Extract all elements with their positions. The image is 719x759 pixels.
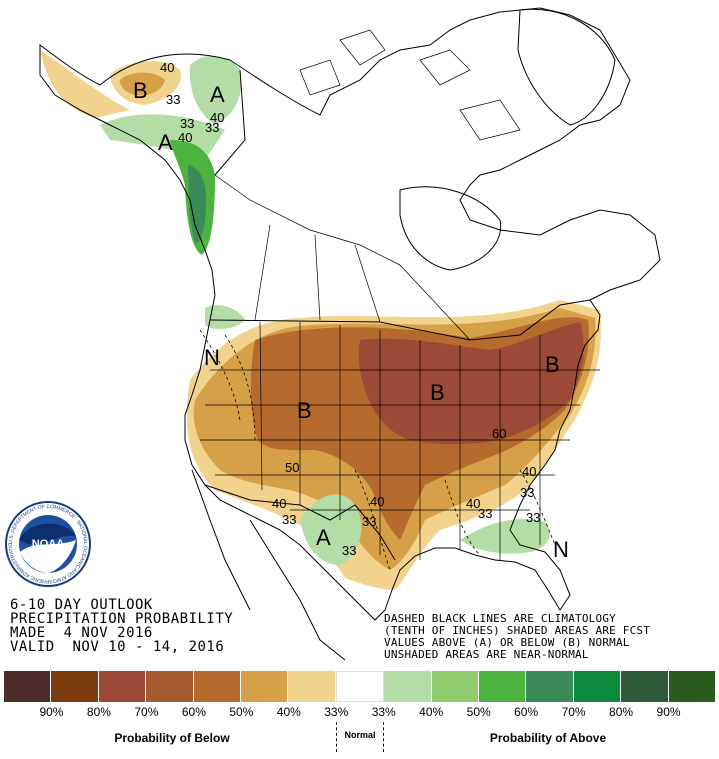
legend-swatch [431,671,480,702]
contour-label: 33 [205,120,219,135]
region-label-above: A [316,525,331,550]
legend-tick-label: 33% [324,705,349,719]
contour-label: 33 [526,510,540,525]
legend-divider [383,722,384,752]
contour-label: 33 [166,92,180,107]
contour-label: 33 [520,485,534,500]
outlook-title-block: 6-10 DAY OUTLOOK PRECIPITATION PROBABILI… [10,598,233,654]
made-date: MADE 4 NOV 2016 [10,625,153,641]
conus-below-60 [358,322,584,445]
alaska-above-north [189,55,242,126]
mexico-coast [249,519,346,661]
legend-tick-label: 40% [419,705,444,719]
contour-label: 33 [342,543,356,558]
note-line: VALUES ABOVE (A) OR BELOW (B) NORMAL [384,636,630,649]
contour-label: 40 [522,464,536,479]
canada-us-border [209,299,591,341]
legend-tick-label: 90% [656,705,681,719]
legend-swatch [479,671,527,702]
legend-swatch [288,671,336,702]
region-label-below: B [133,78,148,103]
note-line: (TENTH OF INCHES) SHADED AREAS ARE FCST [384,624,651,637]
legend-ticks: 90% 80% 70% 60% 50% 40% 33% 33% 40% 50% 60% 70% 80% 9… [0,705,719,721]
legend-tick-label: 60% [181,705,206,719]
legend-swatch [621,671,669,702]
alaska-below-core2 [120,72,165,96]
se-above [460,519,550,554]
alaska-canada-border [214,69,246,176]
legend-swatch [384,671,432,702]
note-line: DASHED BLACK LINES ARE CLIMATOLOGY [384,612,616,625]
map-notes: DASHED BLACK LINES ARE CLIMATOLOGY (TENT… [384,613,650,661]
legend-normal-label: Normal [344,730,376,740]
pnw-above [205,305,245,330]
region-label-normal: N [204,345,220,370]
outlook-subtitle: PRECIPITATION PROBABILITY [10,611,234,627]
contour-label: 40 [370,494,384,509]
legend-tick-label: 60% [514,705,539,719]
probability-legend [4,671,717,703]
valid-dates: VALID NOV 10 - 14, 2016 [10,639,225,655]
baja-coast [191,469,251,611]
legend-tick-label: 80% [86,705,111,719]
region-label-below: B [430,380,445,405]
texas-above [300,494,362,565]
legend-tick-label: 33% [371,705,396,719]
contour-label: 40 [178,130,192,145]
legend-swatch [241,671,289,702]
alaska-below-area [40,50,130,118]
legend-below-label: Probability of Below [114,731,230,745]
legend-swatch [573,671,622,702]
legend-tick-label: 50% [229,705,254,719]
region-label-below: B [545,352,560,377]
legend-tick-label: 40% [276,705,301,719]
legend-tick-label: 70% [561,705,586,719]
contour-label: 40 [466,496,480,511]
contour-label: 50 [285,460,299,475]
outlook-title: 6-10 DAY OUTLOOK [10,597,153,613]
greenland [517,8,616,126]
legend-swatch [668,671,717,702]
contour-label: 33 [180,116,194,131]
contour-label: 40 [272,496,286,511]
legend-tick-label: 50% [466,705,491,719]
legend-swatch [335,671,385,702]
region-label-below: B [297,398,312,423]
legend-swatch [193,671,242,702]
contour-label: 33 [478,506,492,521]
province-lines [214,174,471,341]
legend-tick-label: 80% [609,705,634,719]
arctic-islands [299,29,521,141]
alaska-panhandle-core [188,165,206,244]
legend-swatch [98,671,147,702]
legend-tick-label: 90% [39,705,64,719]
region-label-above: A [158,130,173,155]
legend-swatch [526,671,574,702]
contour-label: 40 [160,60,174,75]
noaa-logo-text: NOAA [32,538,64,550]
contour-label: 33 [362,514,376,529]
legend-swatch [146,671,194,702]
noaa-logo: NOAA U.S. DEPARTMENT OF COMMERCE · NATIO… [4,500,91,587]
legend-swatch [51,671,99,702]
legend-above-label: Probability of Above [489,731,607,745]
contour-label: 40 [210,110,224,125]
legend-divider [336,722,337,752]
hudson-bay [399,186,502,271]
note-line: UNSHADED AREAS ARE NEAR-NORMAL [384,648,589,661]
contour-label: 60 [492,426,506,441]
legend-tick-label: 70% [134,705,159,719]
contour-label: 33 [282,512,296,527]
north-america-coast [39,7,661,621]
precipitation-outlook-map: 40 33 33 40 33 40 50 40 33 40 33 33 60 4… [39,7,661,661]
state-lines [200,321,600,560]
legend-swatch [4,671,52,702]
region-label-normal: N [553,537,569,562]
region-label-above: A [210,82,225,107]
